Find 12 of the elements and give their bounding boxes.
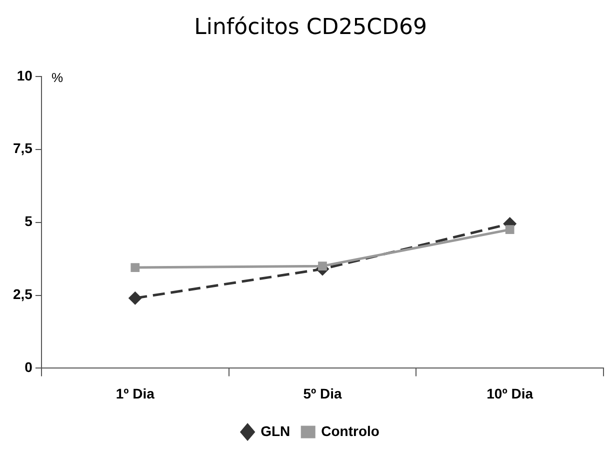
y-axis-title: % [51,70,64,85]
y-tick-label: 0 [24,359,33,376]
y-tick-label: 7,5 [12,140,33,156]
legend-label: GLN [260,422,290,439]
x-tick-label: 10º Dia [486,385,534,402]
y-tick-label: 10 [16,67,33,84]
y-tick-label: 5 [24,213,33,230]
x-tick-label: 1º Dia [116,385,155,402]
y-tick-label: 2,5 [12,286,33,302]
legend-label: Controlo [321,422,380,439]
x-tick-label: 5º Dia [303,385,342,402]
chart-title: Linfócitos CD25CD69 [194,14,427,40]
